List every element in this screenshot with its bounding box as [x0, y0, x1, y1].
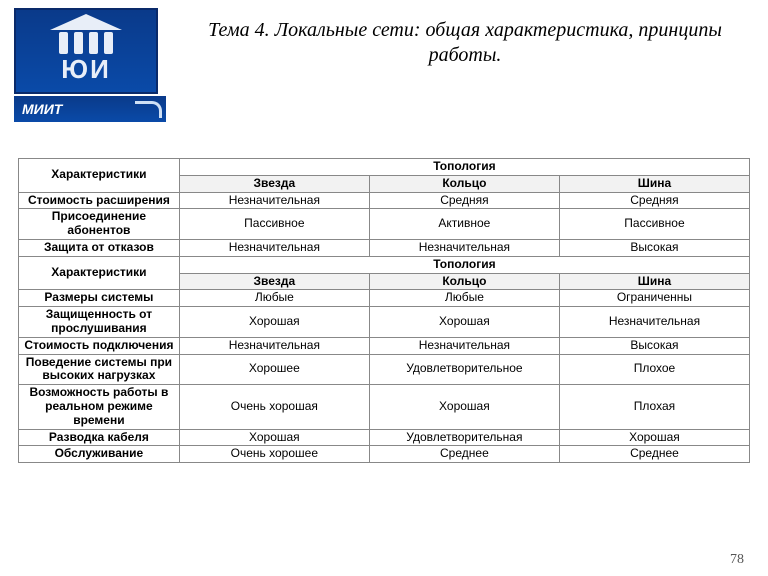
cell: Хорошая — [179, 307, 369, 338]
cell: Средняя — [559, 192, 749, 209]
cell: Удовлетворительное — [369, 354, 559, 385]
slide-title: Тема 4. Локальные сети: общая характерис… — [180, 18, 750, 68]
cell: Активное — [369, 209, 559, 240]
logo-bottom-text: МИИТ — [14, 96, 166, 122]
table-row: Стоимость расширения Незначительная Сред… — [19, 192, 750, 209]
cell: Хорошая — [369, 307, 559, 338]
cell: Хорошая — [559, 429, 749, 446]
logo-top-text: ЮИ — [61, 54, 111, 85]
topology-table: Характеристики Топология Звезда Кольцо Ш… — [18, 158, 750, 463]
table-row: Разводка кабеля Хорошая Удовлетворительн… — [19, 429, 750, 446]
header-topology-2: Топология — [179, 256, 749, 273]
row-label: Стоимость подключения — [19, 337, 180, 354]
cell: Незначительная — [179, 192, 369, 209]
table-row: Защита от отказов Незначительная Незначи… — [19, 239, 750, 256]
row-label: Стоимость расширения — [19, 192, 180, 209]
cell: Среднее — [559, 446, 749, 463]
table-row: Возможность работы в реальном режиме вре… — [19, 385, 750, 429]
cell: Незначительная — [179, 337, 369, 354]
cell: Незначительная — [179, 239, 369, 256]
cell: Высокая — [559, 239, 749, 256]
cell: Ограниченны — [559, 290, 749, 307]
table-row: Обслуживание Очень хорошее Среднее Средн… — [19, 446, 750, 463]
row-label: Разводка кабеля — [19, 429, 180, 446]
cell: Любые — [369, 290, 559, 307]
table-row: Защищенность от прослушивания Хорошая Хо… — [19, 307, 750, 338]
cell: Незначительная — [559, 307, 749, 338]
table-row: Поведение системы при высоких на­грузках… — [19, 354, 750, 385]
cell: Плохое — [559, 354, 749, 385]
subheader-ring: Кольцо — [369, 175, 559, 192]
subheader-ring-2: Кольцо — [369, 273, 559, 290]
cell: Среднее — [369, 446, 559, 463]
cell: Очень хорошее — [179, 446, 369, 463]
cell: Пассивное — [179, 209, 369, 240]
cell: Незначительная — [369, 239, 559, 256]
subheader-star: Звезда — [179, 175, 369, 192]
table-row: Присоединение абонентов Пассивное Активн… — [19, 209, 750, 240]
row-label: Защита от отказов — [19, 239, 180, 256]
cell: Хорошая — [369, 385, 559, 429]
row-label: Размеры системы — [19, 290, 180, 307]
cell: Средняя — [369, 192, 559, 209]
page-number: 78 — [730, 552, 744, 568]
cell: Любые — [179, 290, 369, 307]
row-label: Обслуживание — [19, 446, 180, 463]
cell: Удовлетворительная — [369, 429, 559, 446]
institution-logo: ЮИ МИИТ — [14, 8, 164, 118]
table-row: Стоимость подключения Незначительная Нез… — [19, 337, 750, 354]
row-label: Присоединение абонентов — [19, 209, 180, 240]
cell: Плохая — [559, 385, 749, 429]
cell: Хорошее — [179, 354, 369, 385]
cell: Хорошая — [179, 429, 369, 446]
subheader-bus: Шина — [559, 175, 749, 192]
cell: Незначительная — [369, 337, 559, 354]
cell: Пассивное — [559, 209, 749, 240]
row-label: Защищенность от прослушивания — [19, 307, 180, 338]
subheader-bus-2: Шина — [559, 273, 749, 290]
header-topology: Топология — [179, 159, 749, 176]
table-row: Размеры системы Любые Любые Ограниченны — [19, 290, 750, 307]
row-label: Возможность работы в реальном режиме вре… — [19, 385, 180, 429]
row-label: Поведение системы при высоких на­грузках — [19, 354, 180, 385]
subheader-star-2: Звезда — [179, 273, 369, 290]
header-characteristics: Характеристики — [19, 159, 180, 193]
header-characteristics-2: Характеристики — [19, 256, 180, 290]
cell: Высокая — [559, 337, 749, 354]
logo-building-icon: ЮИ — [14, 8, 158, 94]
cell: Очень хорошая — [179, 385, 369, 429]
